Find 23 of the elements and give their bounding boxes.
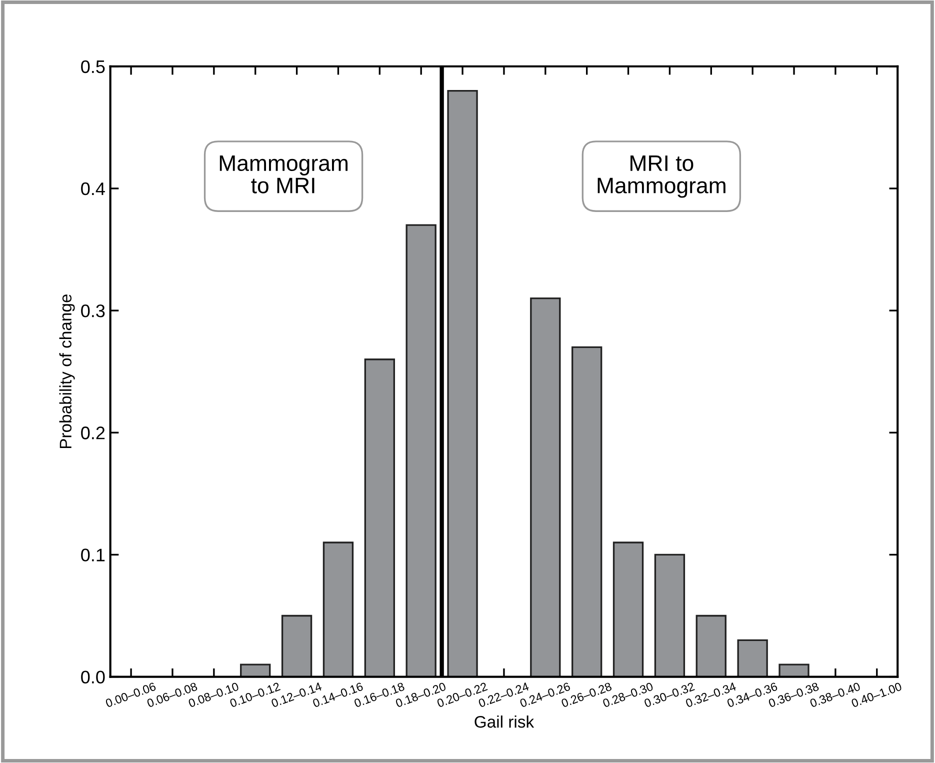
bar — [612, 542, 644, 677]
y-tick-label: 0.5 — [81, 60, 105, 74]
y-tick-label: 0.3 — [81, 304, 105, 318]
bar — [572, 346, 602, 677]
bar — [364, 358, 395, 677]
bar — [447, 90, 478, 677]
y-tick-label: 0.0 — [81, 670, 105, 684]
annotation: Mammogram to MRI — [220, 156, 348, 194]
y-tick-label: 0.1 — [81, 548, 105, 562]
annotation: MRI to Mammogram — [598, 156, 726, 198]
bar — [281, 614, 312, 677]
y-tick-label: 0.4 — [81, 182, 105, 196]
bar — [737, 639, 768, 677]
bar — [696, 614, 726, 677]
bar — [778, 664, 810, 677]
y-axis-title: Probability of change — [59, 294, 75, 448]
bar — [322, 542, 354, 677]
bar — [240, 664, 271, 677]
bar — [654, 554, 686, 677]
bar — [530, 298, 561, 677]
bar — [406, 224, 436, 677]
y-tick-label: 0.2 — [81, 426, 105, 440]
x-axis-title: Gail risk — [474, 716, 534, 728]
